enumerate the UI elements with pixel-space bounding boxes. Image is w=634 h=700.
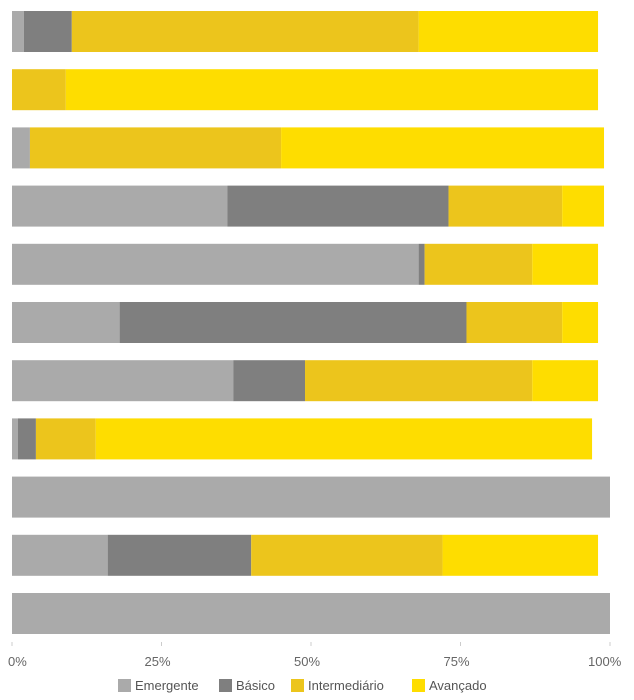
bar-segment-3-intermediario [29, 127, 282, 169]
legend-label: Avançado [429, 678, 487, 693]
bar-segment-8-basico [17, 418, 36, 460]
bar-segment-10-avancado [442, 534, 599, 576]
bar-segment-6-basico [119, 302, 467, 343]
bar-segment-3-avancado [281, 127, 605, 169]
bar-segment-10-intermediario [251, 534, 443, 576]
bar-segment-1-intermediario [71, 11, 419, 52]
bar-segment-5-basico [418, 243, 425, 285]
bar-segment-2-avancado [65, 69, 599, 111]
bar-segment-8-avancado [95, 418, 593, 460]
bar-segment-1-emergente [12, 11, 24, 52]
bar-segment-1-avancado [418, 11, 599, 52]
legend-swatch [291, 679, 304, 692]
bar-segment-5-intermediario [424, 243, 533, 285]
bar-segment-7-basico [233, 360, 306, 402]
bar-segment-6-intermediario [466, 302, 563, 343]
bar-segment-7-avancado [532, 360, 599, 402]
bar-segment-6-emergente [12, 302, 120, 343]
bar-segment-4-intermediario [448, 185, 563, 227]
legend-swatch [219, 679, 232, 692]
bar-segment-10-basico [107, 534, 252, 576]
bar-segment-7-emergente [12, 360, 234, 402]
bar-segment-11-emergente [12, 593, 610, 634]
bar-segment-5-avancado [532, 243, 599, 285]
legend-label: Intermediário [308, 678, 384, 693]
bar-segment-2-intermediario [12, 69, 66, 111]
bar-segment-6-avancado [562, 302, 599, 343]
x-tick-label: 0% [8, 654, 27, 669]
x-tick-label: 25% [145, 654, 171, 669]
bar-segment-8-emergente [12, 418, 18, 460]
legend-swatch [412, 679, 425, 692]
bar-segment-10-emergente [12, 534, 108, 576]
bar-segment-8-intermediario [35, 418, 96, 460]
bar-segment-7-intermediario [305, 360, 533, 402]
bar-segment-1-basico [23, 11, 72, 52]
x-tick-label: 50% [294, 654, 320, 669]
legend-label: Básico [236, 678, 275, 693]
bar-segment-4-emergente [12, 185, 228, 227]
legend-swatch [118, 679, 131, 692]
x-tick-label: 75% [444, 654, 470, 669]
bar-segment-4-avancado [562, 185, 605, 227]
x-tick-label: 100% [588, 654, 622, 669]
legend-label: Emergente [135, 678, 199, 693]
bar-segment-4-basico [227, 185, 449, 227]
bar-segment-3-emergente [12, 127, 30, 169]
bar-segment-9-emergente [12, 476, 610, 518]
bar-segment-5-emergente [12, 243, 419, 285]
